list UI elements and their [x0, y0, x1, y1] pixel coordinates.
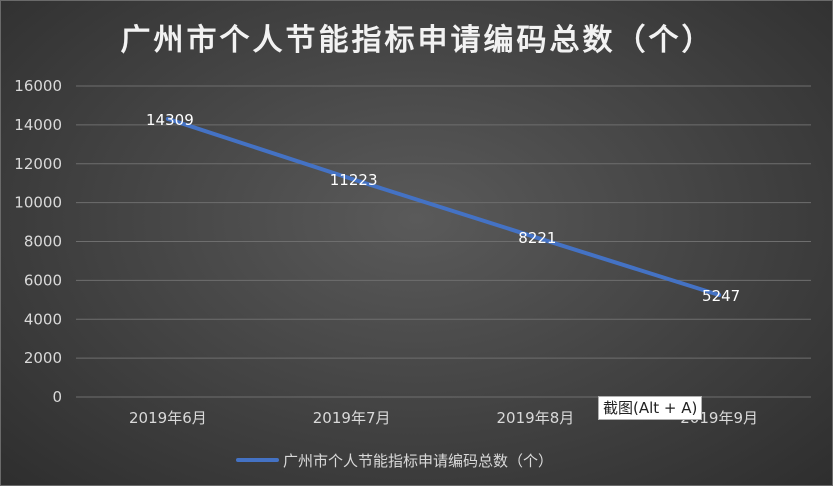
y-tick-label: 4000 [24, 310, 62, 328]
data-point [165, 116, 170, 121]
data-point [533, 235, 538, 240]
legend-label: 广州市个人节能指标申请编码总数（个） [283, 452, 553, 470]
x-tick-label: 2019年8月 [497, 409, 575, 427]
y-tick-label: 14000 [14, 116, 62, 134]
series-line [165, 116, 722, 298]
screenshot-tooltip: 截图(Alt + A) [598, 396, 703, 420]
y-tick-label: 16000 [14, 77, 62, 95]
y-tick-label: 8000 [24, 233, 62, 251]
y-tick-label: 10000 [14, 194, 62, 212]
x-tick-label: 2019年7月 [313, 409, 391, 427]
y-tick-label: 12000 [14, 155, 62, 173]
y-tick-label: 0 [52, 388, 62, 406]
data-point [349, 176, 354, 181]
data-label: 14309 [146, 111, 194, 129]
data-label: 8221 [518, 229, 556, 247]
data-label: 11223 [330, 171, 378, 189]
data-label: 5247 [702, 287, 740, 305]
y-tick-label: 2000 [24, 349, 62, 367]
chart-title: 广州市个人节能指标申请编码总数（个） [120, 23, 715, 58]
y-tick-label: 6000 [24, 271, 62, 289]
data-point [717, 293, 722, 298]
x-tick-label: 2019年6月 [129, 409, 207, 427]
